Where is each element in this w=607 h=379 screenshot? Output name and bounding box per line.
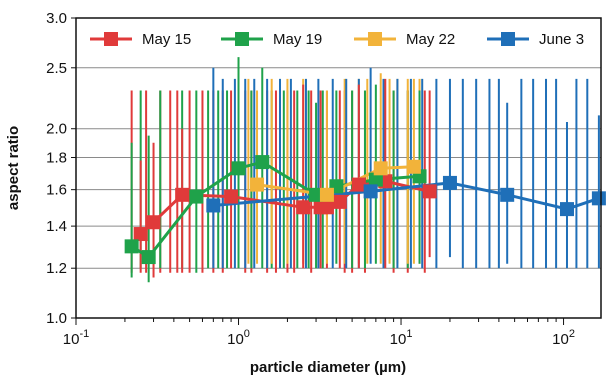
- legend-swatch-marker: [368, 32, 382, 46]
- data-point: [296, 200, 311, 215]
- data-point: [309, 187, 324, 202]
- legend-label: May 15: [142, 31, 191, 48]
- tick-labels: 1.0 1.2 1.4 1.6 1.8 2.0 2.5 3.0 10-1 100 101 102: [46, 10, 575, 348]
- data-point: [231, 161, 246, 176]
- y-tick-label: 1.0: [46, 310, 67, 327]
- data-point: [133, 227, 148, 242]
- data-point: [559, 202, 574, 217]
- data-point: [368, 172, 383, 187]
- data-point: [319, 187, 334, 202]
- data-point: [319, 200, 334, 215]
- data-point: [224, 189, 239, 204]
- y-tick-label: 3.0: [46, 10, 67, 27]
- x-tick-label: 100: [227, 328, 250, 348]
- data-point: [351, 177, 366, 192]
- data-point: [124, 239, 139, 254]
- y-tick-label: 2.0: [46, 121, 67, 138]
- error-bars: [130, 57, 600, 283]
- series-markers: [124, 155, 606, 265]
- data-point: [250, 177, 265, 192]
- legend-label: May 19: [273, 31, 322, 48]
- legend: May 15 May 19 May 22 June 3: [84, 22, 594, 56]
- x-tick-label: 10-1: [63, 328, 89, 348]
- data-point: [406, 159, 421, 174]
- legend-swatch-marker: [104, 32, 118, 46]
- data-point: [363, 184, 378, 199]
- data-point: [141, 250, 156, 265]
- data-point: [175, 187, 190, 202]
- legend-swatch-marker: [235, 32, 249, 46]
- data-point: [442, 175, 457, 190]
- data-point: [206, 198, 221, 213]
- y-tick-label: 1.8: [46, 149, 67, 166]
- legend-label: June 3: [539, 31, 584, 48]
- data-point: [255, 155, 270, 170]
- data-point: [591, 191, 606, 206]
- data-point: [373, 161, 388, 176]
- x-tick-label: 101: [390, 328, 413, 348]
- data-point: [189, 189, 204, 204]
- x-tick-label: 102: [552, 328, 575, 348]
- y-tick-label: 2.5: [46, 60, 67, 77]
- data-point: [500, 187, 515, 202]
- data-point: [332, 194, 347, 209]
- y-tick-label: 1.2: [46, 260, 67, 277]
- data-point: [422, 184, 437, 199]
- legend-label: May 22: [406, 31, 455, 48]
- legend-swatch-marker: [501, 32, 515, 46]
- y-axis-title: aspect ratio: [5, 126, 22, 210]
- data-point: [146, 215, 161, 230]
- plot-frame: [71, 17, 602, 325]
- x-axis-title: particle diameter (µm): [250, 359, 406, 376]
- y-tick-label: 1.4: [46, 218, 67, 235]
- y-tick-label: 1.6: [46, 182, 67, 199]
- plot-border: [75, 17, 602, 319]
